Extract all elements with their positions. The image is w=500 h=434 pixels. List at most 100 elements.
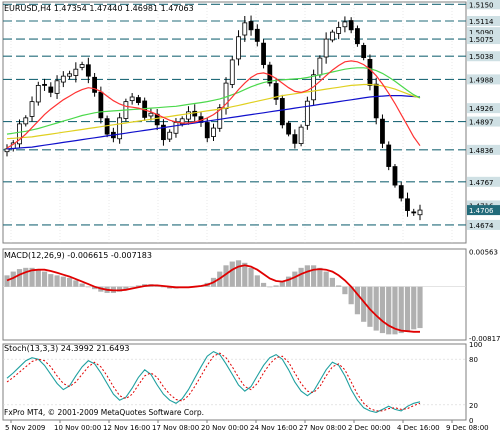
- candle-body: [286, 122, 291, 135]
- price-tag: [467, 34, 500, 45]
- current-price-label: 1.4706: [469, 207, 494, 215]
- macd-histogram-bar: [398, 286, 404, 334]
- stoch-signal-line: [6, 352, 421, 412]
- candle-body: [211, 127, 216, 137]
- price-tick-label: 1.4836: [469, 147, 494, 155]
- stoch-title: Stoch(13,3,3) 24.3992 21.6493: [4, 344, 130, 353]
- candle-body: [242, 22, 248, 36]
- macd-histogram-bar: [336, 285, 342, 287]
- candle-body: [386, 144, 392, 167]
- macd-histogram-bar: [229, 261, 235, 287]
- macd-histogram-bar: [411, 286, 417, 330]
- candle-body: [254, 28, 260, 42]
- time-axis: 5 Nov 2009 10 Nov 00:00 12 Nov 16:00 17 Nov…: [5, 420, 489, 432]
- candle-body: [355, 28, 360, 45]
- macd-histogram-bar: [298, 267, 304, 287]
- time-tick-label: 17 Nov 08:00: [152, 424, 199, 432]
- price-tick-label: 1.5075: [469, 36, 494, 44]
- candle-body: [186, 111, 191, 120]
- macd-pane: 0.00563 -0.00817: [2, 248, 500, 343]
- candle-body: [323, 38, 329, 58]
- price-tick-label: 1.5090: [469, 29, 494, 37]
- candle-body: [298, 126, 304, 144]
- macd-histogram-bar: [317, 267, 323, 287]
- time-tick-label: 9 Dec 08:00: [446, 424, 489, 432]
- macd-histogram-bar: [392, 286, 398, 335]
- candle-body: [129, 96, 135, 102]
- candle-body: [35, 85, 41, 103]
- price-tick-label: 1.4926: [469, 105, 494, 113]
- price-chart-title: EURUSD,H4 1.47354 1.47440 1.46981 1.4706…: [4, 4, 194, 13]
- macd-histogram-bar: [285, 276, 292, 287]
- price-tag: [467, 74, 500, 85]
- candle-body: [54, 80, 60, 94]
- candle-body: [348, 20, 354, 31]
- candle-body: [136, 97, 141, 103]
- macd-histogram-bar: [248, 267, 254, 287]
- macd-signal-line: [6, 264, 420, 333]
- candle-body: [336, 27, 342, 34]
- macd-histogram-bar: [135, 285, 142, 287]
- candle-body: [392, 166, 398, 186]
- time-tick-label: 27 Nov 08:00: [299, 424, 346, 432]
- macd-histogram-bar: [379, 286, 386, 334]
- macd-histogram-bar: [123, 286, 129, 290]
- stoch-axis-label: 100: [469, 341, 482, 349]
- macd-histogram-bar: [117, 286, 123, 292]
- macd-histogram-bar: [92, 286, 98, 290]
- candle-body: [373, 83, 379, 119]
- candle-body: [23, 117, 29, 125]
- macd-histogram-bar: [354, 286, 361, 315]
- price-tick-label: 1.5114: [469, 18, 494, 26]
- macd-histogram-bar: [79, 283, 85, 287]
- candle-body: [248, 21, 254, 31]
- candle-body: [217, 107, 223, 129]
- candle-body: [236, 36, 241, 60]
- price-tag: [467, 116, 500, 127]
- price-tick-label: 1.4674: [469, 222, 494, 230]
- macd-histogram-bar: [85, 286, 91, 288]
- time-tick-label: 10 Nov 00:00: [54, 424, 101, 432]
- candle-body: [292, 134, 298, 144]
- candle-body: [380, 118, 385, 144]
- ma-green-line: [6, 67, 421, 135]
- candle-body: [405, 198, 410, 211]
- price-tag: [467, 103, 500, 114]
- candle-body: [48, 86, 54, 93]
- candle-body: [73, 68, 79, 76]
- candle-body: [342, 21, 348, 28]
- candle-body: [67, 73, 72, 77]
- macd-histogram-bar: [48, 274, 54, 287]
- time-tick-label: 2 Dec 00:00: [348, 424, 391, 432]
- candle-body: [204, 122, 210, 139]
- candle-body: [92, 76, 98, 93]
- price-frame: [2, 1, 467, 244]
- macd-histogram-bar: [417, 286, 423, 329]
- macd-histogram-bar: [367, 286, 373, 327]
- price-tick-label: 1.4767: [469, 179, 494, 187]
- ma-blue-line: [6, 94, 421, 150]
- macd-histogram-bar: [73, 280, 79, 287]
- macd-histogram-bar: [242, 262, 248, 287]
- candle-body: [42, 83, 47, 86]
- macd-histogram-bar: [23, 267, 29, 287]
- candle-body: [79, 64, 85, 68]
- stoch-axis-label: 20: [469, 402, 478, 410]
- macd-histogram-bar: [279, 281, 285, 287]
- ma-yellow-line: [6, 83, 421, 140]
- price-tag: [467, 27, 500, 38]
- candle-body: [229, 59, 235, 85]
- time-tick-label: 20 Nov 00:00: [201, 424, 248, 432]
- time-tick-label: 24 Nov 16:00: [250, 424, 297, 432]
- stoch-main-line: [6, 350, 421, 413]
- macd-histogram-bar: [311, 265, 317, 287]
- candle-body: [17, 123, 22, 145]
- candle-body: [167, 131, 173, 140]
- macd-histogram-bar: [54, 275, 60, 287]
- price-tick-label: 1.4988: [469, 76, 494, 84]
- macd-histogram-bar: [323, 271, 329, 287]
- macd-histogram-bar: [10, 271, 16, 287]
- macd-title: MACD(12,26,9) -0.006615 -0.007183: [4, 251, 152, 260]
